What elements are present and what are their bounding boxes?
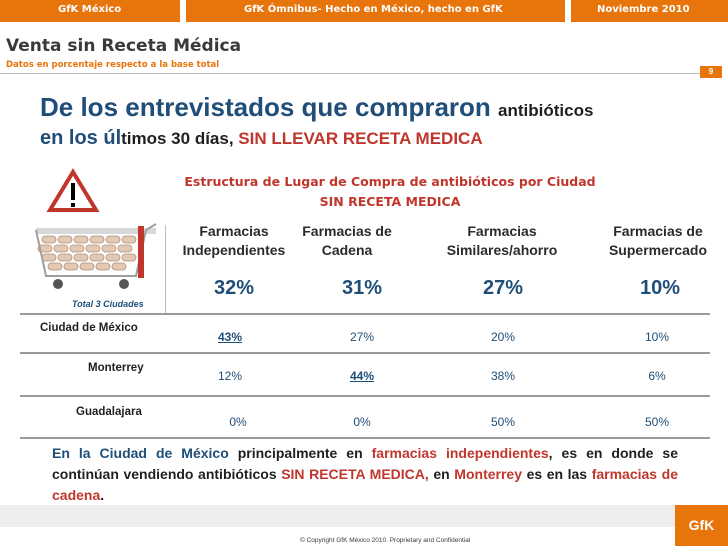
conclusion-t3: farmacias independientes [371,445,549,461]
cell-cdmx-independientes: 43% [217,330,243,344]
cell-monterrey-independientes: 12% [217,369,243,383]
column-header-line2: Cadena [321,242,373,258]
column-separator [165,225,166,313]
cell-cdmx-supermercado: 10% [644,330,670,344]
row-label-cdmx: Ciudad de México [40,322,138,334]
top-bar-separator [180,0,186,22]
column-header-supermercado: Farmacias de Supermercado [588,222,728,260]
warning-sign-icon [46,168,100,212]
cell-cdmx-similares: 20% [490,330,516,344]
header-center: GfK Ómnibus- Hecho en México, hecho en G… [244,4,503,15]
structure-title-line2: SIN RECETA MEDICA [319,194,461,209]
cell-monterrey-cadena: 44% [349,369,375,383]
column-header-line1: Farmacias [467,223,537,239]
total-supermercado: 10% [639,277,681,299]
headline-part2: antibióticos [498,101,594,120]
conclusion-t5: SIN RECETA MEDICA, [281,466,429,482]
conclusion-t1: En la Ciudad de México [52,445,229,461]
slide-title: Venta sin Receta Médica [6,36,242,56]
column-header-line1: Farmacias [199,223,269,239]
column-header-similares: Farmacias Similares/ahorro [432,222,572,260]
headline-part1: De los entrevistados que compraron [40,92,499,122]
shopping-cart-with-pills-icon [35,168,157,289]
conclusion-t9: farmacias de cadena [52,466,678,503]
row-divider [20,313,710,315]
headline-part3: en los úl [40,127,122,149]
column-header-line2: Similares/ahorro [446,242,558,258]
cell-cdmx-cadena: 27% [349,330,375,344]
column-header-line1: Farmacias de [302,223,392,239]
headline-part5: SIN LLEVAR RECETA MEDICA [238,129,483,148]
top-bar: GfK México GfK Ómnibus- Hecho en México,… [0,0,728,22]
slide-subtitle: Datos en porcentaje respecto a la base t… [6,60,220,70]
conclusion-t8: es en las [521,466,592,482]
header-left: GfK México [58,4,122,15]
footer-bar [0,505,675,527]
total-similares: 27% [482,277,524,299]
total-cadena: 31% [341,277,383,299]
cell-guadalajara-independientes: 0% [229,415,247,429]
conclusion-t6: en [428,466,455,482]
row-divider [20,437,710,439]
copyright: © Copyright GfK México 2010. Proprietary… [300,537,471,544]
row-divider [20,395,710,397]
header-right: Noviembre 2010 [597,4,690,15]
row-label-monterrey: Monterrey [88,362,144,374]
conclusion-t7: Monterrey [454,466,522,482]
conclusion-t2: principalmente en [228,445,372,461]
total-independientes: 32% [213,277,255,299]
column-header-line2: Supermercado [608,242,708,258]
row-divider [20,352,710,354]
cart-illustration [28,166,158,300]
column-header-independientes: Farmacias Independientes [164,222,304,260]
conclusion-text: En la Ciudad de México principalmente en… [52,443,678,506]
gfk-logo: GfK [675,505,728,546]
headline: De los entrevistados que compraron antib… [40,94,710,153]
conclusion-t4: , es en donde se continúan vendiendo ant… [52,445,678,482]
cell-guadalajara-supermercado: 50% [644,415,670,429]
column-header-line1: Farmacias de [613,223,703,239]
totals-label: Total 3 Ciudades [72,299,144,309]
conclusion-t10: . [100,487,105,503]
page-number: 9 [700,66,722,78]
headline-part4: timos 30 días, [121,129,239,148]
cell-monterrey-similares: 38% [490,369,516,383]
structure-title: Estructura de Lugar de Compra de antibió… [170,172,610,212]
column-header-line2: Independientes [182,242,286,258]
cell-monterrey-supermercado: 6% [648,369,666,383]
cell-guadalajara-similares: 50% [490,415,516,429]
structure-title-line1: Estructura de Lugar de Compra de antibió… [184,174,596,189]
title-divider [0,73,700,74]
cell-guadalajara-cadena: 0% [353,415,371,429]
top-bar-separator [565,0,571,22]
row-label-guadalajara: Guadalajara [76,406,142,418]
column-header-cadena: Farmacias de Cadena [277,222,417,260]
